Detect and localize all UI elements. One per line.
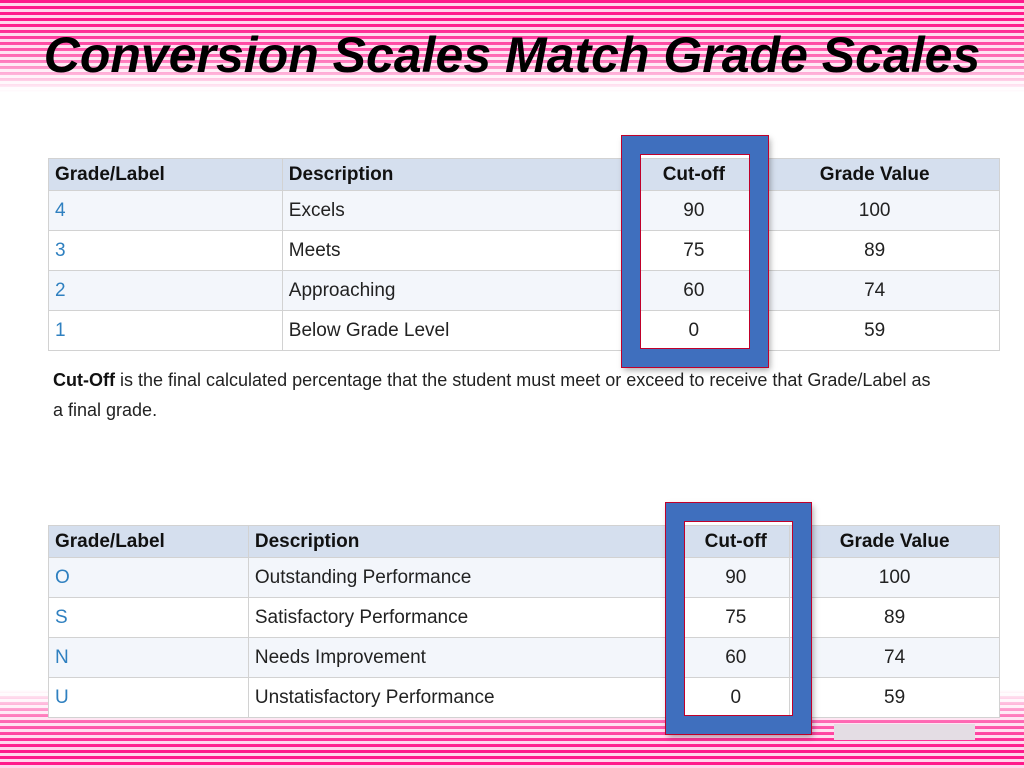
cutoff-cell: 0 bbox=[637, 310, 751, 351]
description-cell: Approaching bbox=[281, 270, 639, 311]
description-cell: Satisfactory Performance bbox=[247, 597, 683, 638]
cutoff-definition-text: is the final calculated percentage that … bbox=[53, 370, 931, 420]
table-row: 2 Approaching 60 74 bbox=[48, 270, 1000, 311]
top-decorative-band bbox=[0, 0, 1024, 92]
grade-value-cell: 59 bbox=[789, 677, 1000, 718]
grade-label-link[interactable]: S bbox=[48, 597, 249, 638]
grade-label-link[interactable]: 3 bbox=[48, 230, 283, 271]
grade-value-cell: 100 bbox=[789, 557, 1000, 598]
table-row: N Needs Improvement 60 74 bbox=[48, 637, 1000, 678]
cutoff-header: Cut-off bbox=[637, 158, 751, 191]
grade-scale-table: Grade/Label Description Cut-off Grade Va… bbox=[48, 158, 1000, 351]
cutoff-cell: 90 bbox=[681, 557, 791, 598]
table-row: 4 Excels 90 100 bbox=[48, 190, 1000, 231]
grade-label-link[interactable]: 2 bbox=[48, 270, 283, 311]
cutoff-term: Cut-Off bbox=[53, 370, 115, 390]
cutoff-cell: 75 bbox=[681, 597, 791, 638]
grade-label-link[interactable]: N bbox=[48, 637, 249, 678]
grade-label-link[interactable]: O bbox=[48, 557, 249, 598]
grade-label-header: Grade/Label bbox=[48, 525, 249, 558]
conversion-scale-table: Grade/Label Description Cut-off Grade Va… bbox=[48, 525, 1000, 718]
table-header-row: Grade/Label Description Cut-off Grade Va… bbox=[48, 158, 1000, 191]
decorative-gray-bar bbox=[834, 724, 975, 740]
grade-label-link[interactable]: 1 bbox=[48, 310, 283, 351]
table-row: U Unstatisfactory Performance 0 59 bbox=[48, 677, 1000, 718]
description-cell: Below Grade Level bbox=[281, 310, 639, 351]
slide-title: Conversion Scales Match Grade Scales bbox=[43, 27, 981, 83]
description-cell: Unstatisfactory Performance bbox=[247, 677, 683, 718]
grade-value-header: Grade Value bbox=[749, 158, 1000, 191]
grade-label-link[interactable]: 4 bbox=[48, 190, 283, 231]
cutoff-cell: 75 bbox=[637, 230, 751, 271]
table-row: 3 Meets 75 89 bbox=[48, 230, 1000, 271]
cutoff-header: Cut-off bbox=[681, 525, 791, 558]
cutoff-highlight-box bbox=[621, 135, 769, 368]
grade-value-cell: 74 bbox=[749, 270, 1000, 311]
description-cell: Excels bbox=[281, 190, 639, 231]
description-cell: Meets bbox=[281, 230, 639, 271]
grade-value-cell: 59 bbox=[749, 310, 1000, 351]
description-header: Description bbox=[247, 525, 683, 558]
cutoff-cell: 60 bbox=[681, 637, 791, 678]
table-header-row: Grade/Label Description Cut-off Grade Va… bbox=[48, 525, 1000, 558]
cutoff-highlight-box bbox=[665, 502, 812, 735]
cutoff-definition-note: Cut-Off is the final calculated percenta… bbox=[53, 365, 933, 425]
grade-label-header: Grade/Label bbox=[48, 158, 283, 191]
grade-value-cell: 89 bbox=[749, 230, 1000, 271]
description-cell: Outstanding Performance bbox=[247, 557, 683, 598]
grade-value-cell: 100 bbox=[749, 190, 1000, 231]
grade-value-cell: 89 bbox=[789, 597, 1000, 638]
table-row: O Outstanding Performance 90 100 bbox=[48, 557, 1000, 598]
grade-value-header: Grade Value bbox=[789, 525, 1000, 558]
grade-label-link[interactable]: U bbox=[48, 677, 249, 718]
table-row: 1 Below Grade Level 0 59 bbox=[48, 310, 1000, 351]
table-row: S Satisfactory Performance 75 89 bbox=[48, 597, 1000, 638]
cutoff-cell: 60 bbox=[637, 270, 751, 311]
grade-value-cell: 74 bbox=[789, 637, 1000, 678]
description-header: Description bbox=[281, 158, 639, 191]
cutoff-cell: 90 bbox=[637, 190, 751, 231]
description-cell: Needs Improvement bbox=[247, 637, 683, 678]
cutoff-cell: 0 bbox=[681, 677, 791, 718]
